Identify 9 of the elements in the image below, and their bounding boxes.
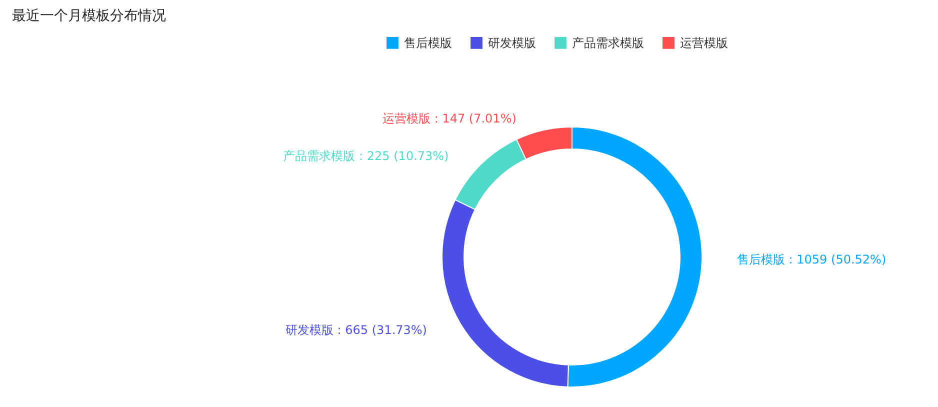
category-label: 研发模版 : 665 (31.73%) (285, 323, 427, 338)
category-label: 售后模版 : 1059 (50.52%) (736, 252, 886, 266)
legend-label: 产品需求模版 (572, 36, 644, 50)
legend-label: 研发模版 (488, 36, 536, 50)
text: 最近一个月模板分布情况 (12, 8, 166, 24)
category-label: 产品需求模版 : 225 (10.73%) (283, 148, 449, 163)
category-label: 运营模版 : 147 (7.01%) (382, 111, 516, 126)
legend-label: 运营模版 (680, 36, 728, 50)
legend-label: 售后模版 (404, 36, 452, 50)
